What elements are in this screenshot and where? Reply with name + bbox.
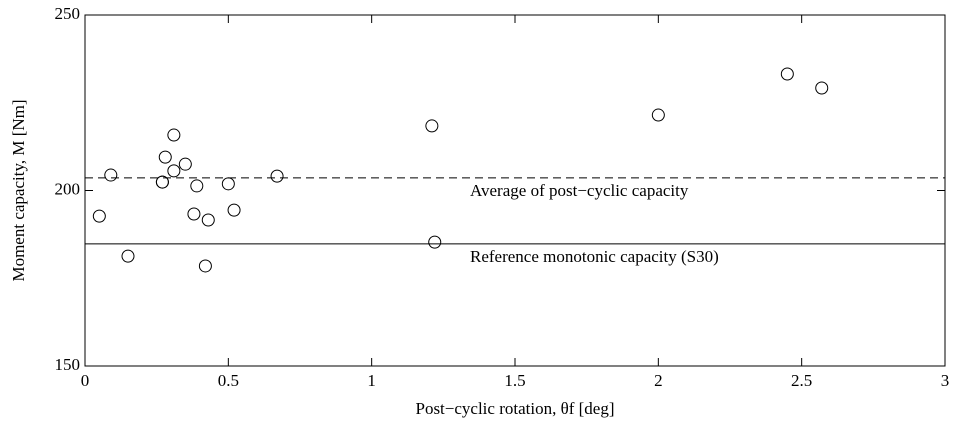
point bbox=[155, 175, 169, 189]
x-tick-label: 2 bbox=[654, 371, 663, 390]
x-tick-label: 0 bbox=[81, 371, 90, 390]
point bbox=[158, 150, 172, 164]
x-tick-label: 1.5 bbox=[504, 371, 525, 390]
reference-label: Reference monotonic capacity (S30) bbox=[470, 247, 719, 266]
x-tick-label: 0.5 bbox=[218, 371, 239, 390]
point bbox=[815, 81, 829, 95]
point bbox=[92, 209, 106, 223]
x-tick-label: 2.5 bbox=[791, 371, 812, 390]
y-axis-label: Moment capacity, M [Nm] bbox=[9, 99, 28, 281]
x-tick-label: 1 bbox=[367, 371, 376, 390]
point bbox=[198, 259, 212, 273]
point bbox=[201, 213, 215, 227]
x-tick-label: 3 bbox=[941, 371, 950, 390]
point bbox=[178, 157, 192, 171]
point bbox=[104, 168, 118, 182]
point bbox=[425, 119, 439, 133]
point bbox=[187, 207, 201, 221]
point bbox=[167, 164, 181, 178]
point bbox=[221, 177, 235, 191]
reference-label: Average of post−cyclic capacity bbox=[470, 181, 689, 200]
point bbox=[121, 249, 135, 263]
point bbox=[270, 169, 284, 183]
y-tick-label: 200 bbox=[55, 179, 81, 198]
point bbox=[190, 179, 204, 193]
y-tick-label: 250 bbox=[55, 4, 81, 23]
point bbox=[428, 235, 442, 249]
y-tick-label: 150 bbox=[55, 355, 81, 374]
x-axis-label: Post−cyclic rotation, θf [deg] bbox=[415, 399, 614, 418]
point bbox=[167, 128, 181, 142]
point bbox=[651, 108, 665, 122]
point bbox=[780, 67, 794, 81]
point bbox=[227, 203, 241, 217]
